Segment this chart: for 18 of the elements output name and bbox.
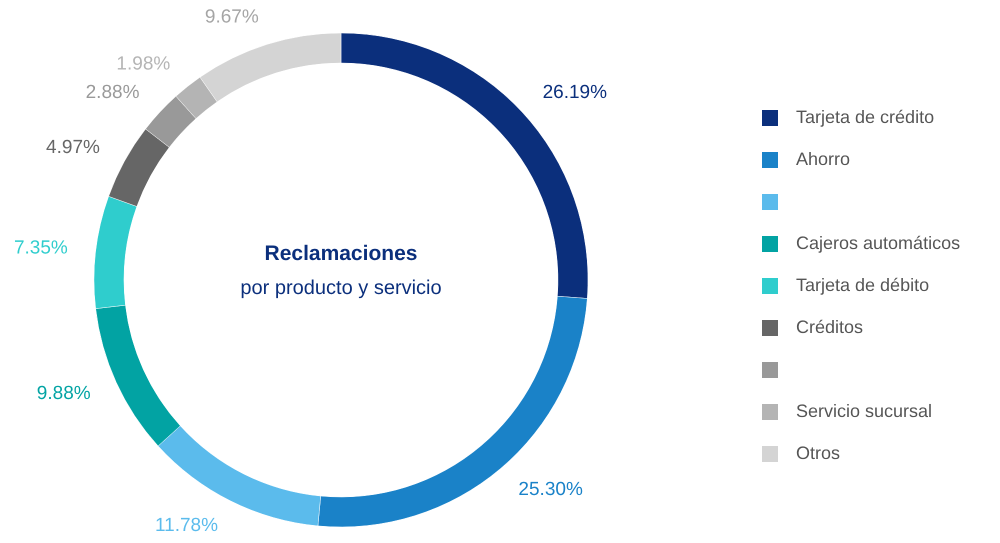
- data-label: 26.19%: [542, 82, 608, 103]
- data-label: 11.78%: [154, 514, 218, 536]
- legend-label: Tarjeta de débito: [796, 274, 930, 295]
- legend-label: Otros: [796, 442, 840, 463]
- text: Reclamaciones: [264, 242, 418, 265]
- data-label: 2.88%: [86, 82, 140, 103]
- data-label: 4.97%: [46, 136, 100, 158]
- data-label: 25.30%: [518, 479, 583, 500]
- text: por producto y servicio: [240, 277, 442, 299]
- data-label: 9.88%: [36, 382, 91, 404]
- legend-label: Cajeros automáticos: [796, 232, 960, 253]
- legend-label: Servicio sucursal: [796, 400, 932, 421]
- legend-label: Ahorro: [796, 148, 850, 169]
- data-label: 9.67%: [204, 6, 259, 28]
- legend-label: Créditos: [796, 316, 864, 337]
- data-label: 1.98%: [116, 53, 170, 74]
- data-label: 7.35%: [14, 238, 68, 259]
- legend-label: Tarjeta de crédito: [796, 106, 934, 127]
